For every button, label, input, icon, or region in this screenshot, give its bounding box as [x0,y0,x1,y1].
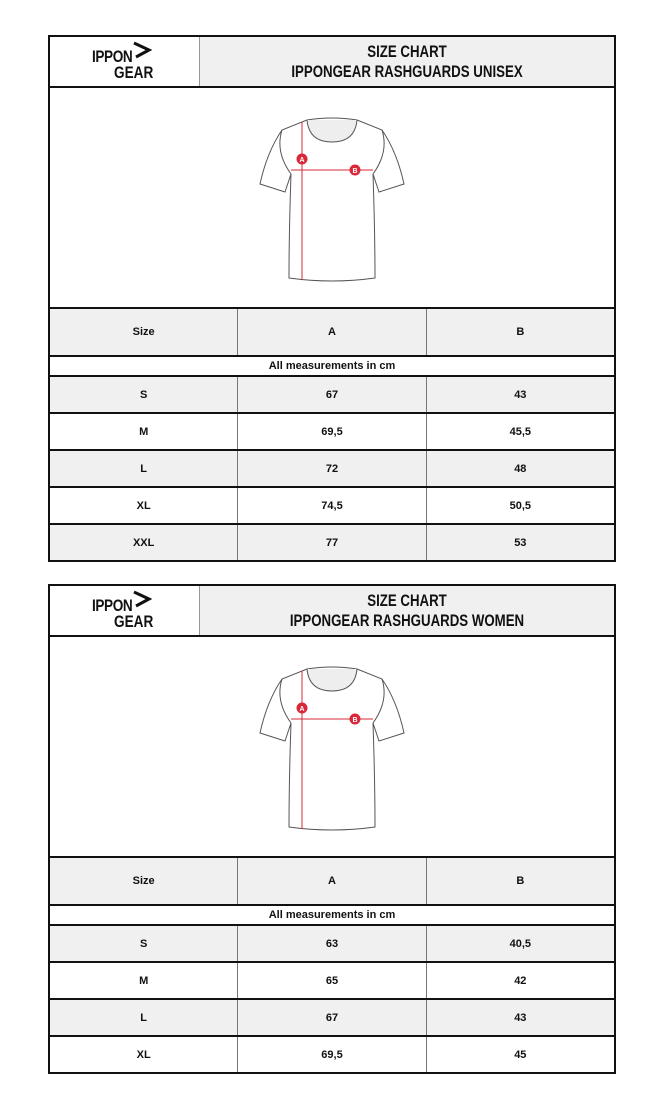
label-b: B [352,717,357,724]
table-cell: 53 [425,525,614,560]
table-row: L 67 43 [50,1000,614,1037]
table-cell: 43 [425,377,614,412]
table-row: S 67 43 [50,377,614,414]
table-cell: 69,5 [237,1037,425,1072]
ippongear-logo: IPPON GEAR [50,586,200,635]
table-cell: 77 [237,525,425,560]
table-cell: 67 [237,377,425,412]
table-cell: 67 [237,1000,425,1035]
table-cell: 72 [237,451,425,486]
table-row: L 72 48 [50,451,614,488]
measurement-note: All measurements in cm [50,906,614,926]
table-cell: XXL [132,536,155,549]
table-cell: S [139,388,148,401]
table-cell: L [140,1011,148,1024]
column-header: Size [132,326,155,338]
table-cell: XL [136,1048,151,1061]
diagram-area: A B [50,88,614,309]
label-a: A [299,706,304,713]
table-row: S 63 40,5 [50,926,614,963]
chevron-logo-icon [133,41,152,59]
table-cell: 74,5 [237,488,425,523]
table-cell: 42 [425,963,614,998]
table-row: XL 69,5 45 [50,1037,614,1072]
table-cell: M [139,974,149,987]
table-row: XXL 77 53 [50,525,614,560]
table-cell: XL [136,499,151,512]
tshirt-measurement-diagram: A B [259,117,405,281]
table-cell: 63 [237,926,425,961]
size-chart-women: IPPON GEAR SIZE CHART IPPONGEAR RASHGUARDS… [48,584,616,1074]
table-cell: 40,5 [425,926,614,961]
tshirt-measurement-diagram: A B [259,666,405,830]
table-row: M 69,5 45,5 [50,414,614,451]
table-cell: L [140,462,148,475]
column-headers: Size A B [50,309,614,357]
label-b: B [352,168,357,175]
chart-header: IPPON GEAR SIZE CHART IPPONGEAR RASHGUARDS… [50,37,614,88]
column-header: A [237,858,425,904]
column-header: A [237,309,425,355]
diagram-area: A B [50,637,614,858]
chevron-logo-icon [133,590,152,608]
label-a: A [299,157,304,164]
column-header: Size [132,875,155,887]
table-cell: 50,5 [425,488,614,523]
chart-header: IPPON GEAR SIZE CHART IPPONGEAR RASHGUARDS… [50,586,614,637]
table-row: M 65 42 [50,963,614,1000]
table-cell: 45,5 [425,414,614,449]
table-cell: 69,5 [237,414,425,449]
table-cell: 43 [425,1000,614,1035]
measurement-note: All measurements in cm [50,357,614,377]
table-cell: 45 [425,1037,614,1072]
column-header: B [425,309,614,355]
ippongear-logo: IPPON GEAR [50,37,200,86]
size-chart-unisex: IPPON GEAR SIZE CHART IPPONGEAR RASHGUARDS… [48,35,616,562]
column-header: B [425,858,614,904]
table-cell: S [139,937,148,950]
table-cell: M [139,425,149,438]
column-headers: Size A B [50,858,614,906]
chart-title: SIZE CHART IPPONGEAR RASHGUARDS WOMEN [200,586,614,635]
chart-title: SIZE CHART IPPONGEAR RASHGUARDS UNISEX [200,37,614,86]
table-cell: 65 [237,963,425,998]
table-row: XL 74,5 50,5 [50,488,614,525]
table-cell: 48 [425,451,614,486]
